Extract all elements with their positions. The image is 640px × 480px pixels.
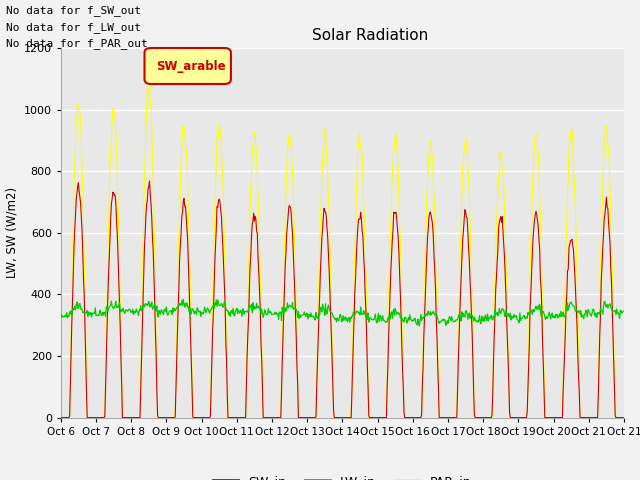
Text: SW_arable: SW_arable (156, 60, 226, 72)
Y-axis label: LW, SW (W/m2): LW, SW (W/m2) (5, 187, 18, 278)
Text: No data for f_SW_out: No data for f_SW_out (6, 5, 141, 16)
Legend: SW_in, LW_in, PAR_in: SW_in, LW_in, PAR_in (209, 469, 476, 480)
Text: No data for f_LW_out: No data for f_LW_out (6, 22, 141, 33)
Title: Solar Radiation: Solar Radiation (312, 28, 429, 43)
Text: No data for f_PAR_out: No data for f_PAR_out (6, 38, 148, 49)
